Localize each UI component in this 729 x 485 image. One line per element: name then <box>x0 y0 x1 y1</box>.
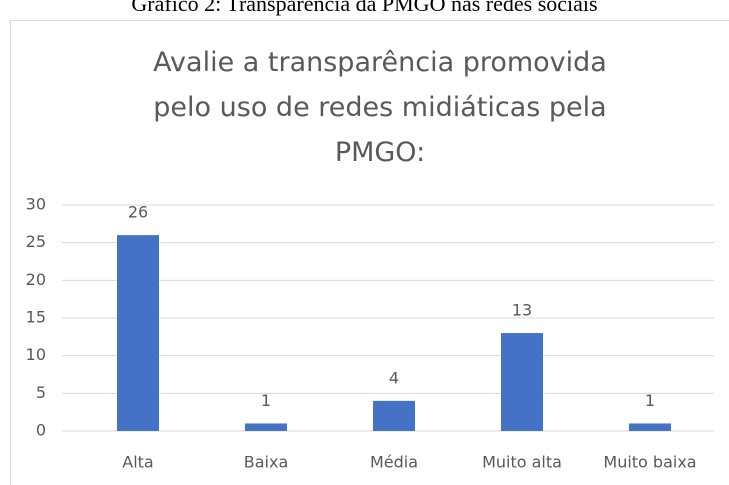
y-tick-label: 25 <box>26 232 46 251</box>
y-tick-label: 20 <box>26 270 46 289</box>
y-tick-label: 15 <box>26 308 46 327</box>
x-tick-label: Baixa <box>244 453 289 472</box>
bar <box>117 235 159 431</box>
y-tick-label: 30 <box>26 195 46 214</box>
bar <box>629 423 671 431</box>
chart-title: Avalie a transparência promovida pelo us… <box>153 47 607 168</box>
bar <box>245 423 287 431</box>
x-tick-label: Média <box>370 453 418 472</box>
data-label: 4 <box>389 368 399 387</box>
y-tick-label: 10 <box>26 345 46 364</box>
y-tick-label: 5 <box>36 383 46 402</box>
x-tick-label: Muito alta <box>482 453 562 472</box>
bar <box>501 333 543 431</box>
data-label: 1 <box>261 391 271 410</box>
chart-frame <box>10 20 729 485</box>
y-tick-label: 0 <box>36 421 46 440</box>
data-label: 1 <box>645 391 655 410</box>
data-label: 13 <box>512 301 532 320</box>
data-label: 26 <box>128 203 148 222</box>
figure-caption: Gráfico 2: Transparência da PMGO nas red… <box>131 0 598 16</box>
bar <box>373 400 415 431</box>
x-tick-label: Muito baixa <box>603 453 696 472</box>
x-tick-label: Alta <box>122 453 153 472</box>
